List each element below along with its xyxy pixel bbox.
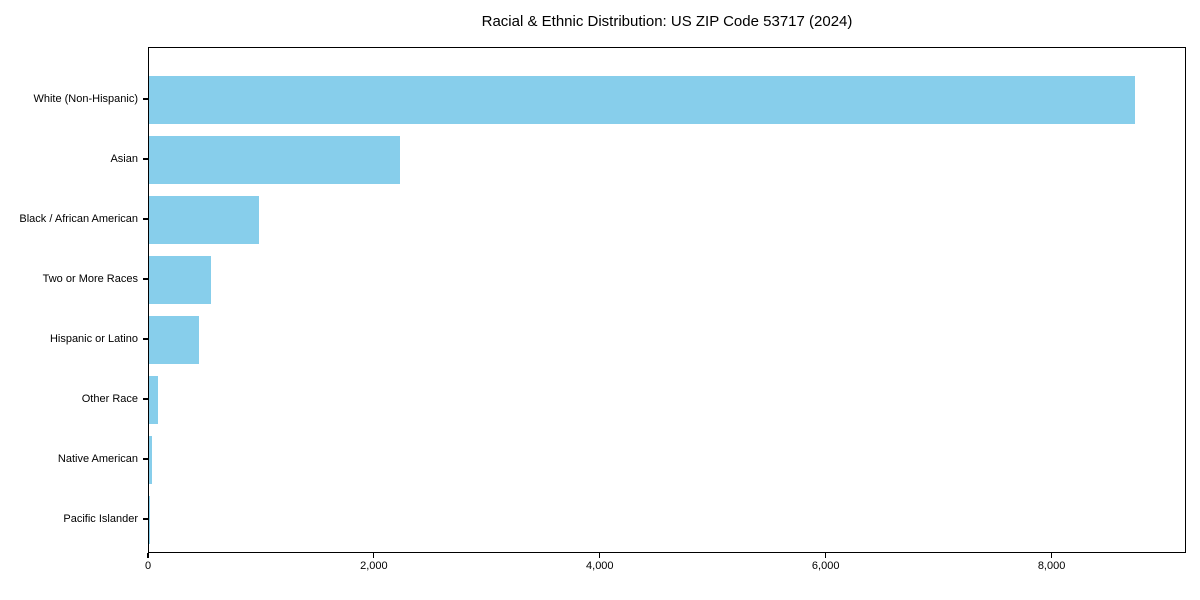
y-tick-mark: [143, 458, 148, 460]
plot-area: [148, 47, 1186, 553]
bar-asian: [149, 136, 401, 184]
y-tick-label-black-african-american: Black / African American: [19, 213, 138, 225]
bar-black-african-american: [149, 196, 259, 244]
x-tick-mark: [373, 553, 375, 558]
y-tick-label-two-or-more-races: Two or More Races: [42, 273, 138, 285]
y-tick-mark: [143, 278, 148, 280]
x-tick-label-2000: 2,000: [360, 560, 388, 572]
bar-pacific-islander: [149, 496, 150, 544]
chart-title: Racial & Ethnic Distribution: US ZIP Cod…: [481, 13, 853, 30]
x-tick-label-4000: 4,000: [586, 560, 614, 572]
y-tick-label-native-american: Native American: [57, 453, 138, 465]
bar-other-race: [149, 376, 159, 424]
y-tick-label-asian: Asian: [110, 153, 138, 165]
y-tick-label-white-non-hispanic: White (Non-Hispanic): [33, 93, 138, 105]
bar-white-non-hispanic: [149, 76, 1136, 124]
y-tick-mark: [143, 218, 148, 220]
y-tick-mark: [143, 398, 148, 400]
x-tick-mark: [147, 553, 149, 558]
y-tick-label-other-race: Other Race: [81, 393, 138, 405]
x-tick-label-0: 0: [144, 560, 152, 572]
y-tick-label-hispanic-or-latino: Hispanic or Latino: [49, 333, 138, 345]
x-tick-label-8000: 8,000: [1037, 560, 1066, 572]
x-tick-mark: [599, 553, 601, 558]
x-tick-mark: [825, 553, 827, 558]
y-tick-mark: [143, 518, 148, 520]
bar-two-or-more-races: [149, 256, 211, 304]
bar-native-american: [149, 436, 153, 484]
bar-hispanic-or-latino: [149, 316, 200, 364]
x-tick-label-6000: 6,000: [811, 560, 840, 572]
x-tick-mark: [1050, 553, 1053, 558]
y-tick-mark: [143, 98, 148, 100]
y-tick-label-pacific-islander: Pacific Islander: [63, 513, 138, 525]
y-tick-mark: [143, 158, 148, 160]
y-tick-mark: [143, 338, 148, 340]
